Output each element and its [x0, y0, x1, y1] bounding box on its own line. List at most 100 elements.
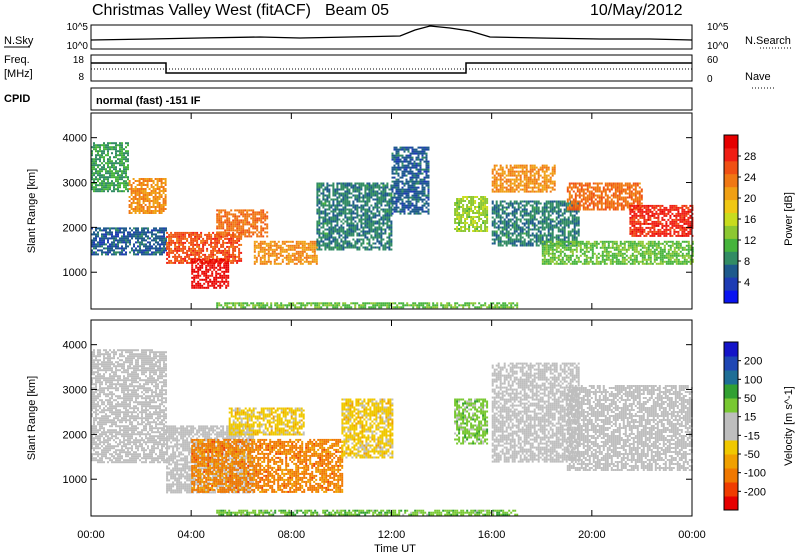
data-region [492, 165, 556, 193]
x-axis-label: Time UT [374, 543, 416, 554]
y-tick-label: 4000 [63, 340, 87, 352]
y-tick-label: 3000 [63, 178, 87, 190]
colorbar-swatch [724, 468, 738, 483]
data-region [454, 196, 488, 232]
nsky-tick-top: 10^5 [67, 22, 89, 33]
colorbar-swatch [724, 238, 738, 251]
colorbar-tick-label: 20 [744, 193, 756, 205]
nave-tick-top: 60 [707, 55, 719, 66]
colorbar-swatch [724, 412, 738, 427]
nave-tick-bottom: 0 [707, 74, 713, 85]
data-region [392, 147, 430, 215]
colorbar-tick-label: 15 [744, 412, 756, 424]
y-tick-label: 3000 [63, 385, 87, 397]
colorbar-tick-label: -50 [744, 449, 760, 461]
nsky-strip-frame [91, 25, 692, 49]
data-region [316, 183, 392, 251]
data-region [91, 349, 167, 463]
nsearch-label: N.Search [745, 35, 791, 47]
data-region [191, 259, 229, 289]
colorbar-label: Velocity [m s^-1] [783, 386, 795, 466]
colorbar-swatch [724, 398, 738, 413]
data-region [254, 241, 318, 265]
colorbar-swatch [724, 370, 738, 385]
x-tick-label: 16:00 [478, 529, 506, 541]
colorbar-tick-label: 200 [744, 356, 762, 368]
y-tick-label: 2000 [63, 429, 87, 441]
freq-unit-label: [MHz] [4, 68, 33, 80]
data-region [492, 201, 580, 247]
cpid-text: normal (fast) -151 IF [96, 95, 201, 107]
x-tick-label: 08:00 [278, 529, 306, 541]
nsky-trace [91, 26, 692, 40]
data-region [129, 178, 167, 214]
beam-label: Beam 05 [325, 2, 389, 19]
colorbar-swatch [724, 290, 738, 303]
x-tick-label: 20:00 [578, 529, 606, 541]
y-axis-label: Slant Range [km] [26, 169, 38, 253]
y-tick-label: 4000 [63, 133, 87, 145]
data-region [91, 227, 167, 255]
colorbar-tick-label: 100 [744, 374, 762, 386]
colorbar-swatch [724, 264, 738, 277]
colorbar-swatch [724, 496, 738, 511]
nave-label: Nave [745, 71, 771, 83]
data-region [216, 302, 518, 308]
data-region [629, 205, 693, 237]
nsky-label: N.Sky [4, 35, 34, 47]
x-tick-label: 04:00 [177, 529, 205, 541]
freq-trace [91, 63, 692, 73]
plot-title: Christmas Valley West (fitACF) [92, 2, 311, 19]
x-tick-label: 00:00 [77, 529, 105, 541]
nsky-tick-bottom: 10^0 [67, 41, 89, 52]
nsearch-tick-bottom: 10^0 [707, 41, 729, 52]
data-region [341, 399, 393, 459]
colorbar-tick-label: -15 [744, 430, 760, 442]
data-region [216, 209, 268, 237]
data-region [216, 510, 518, 516]
power-panel: 1000 2000 3000 4000 Slant Range [km] 4 8 12 16 20… [26, 113, 795, 309]
data-region [567, 385, 693, 471]
cpid-label: CPID [4, 93, 30, 105]
data-region [454, 399, 488, 445]
colorbar-label: Power [dB] [783, 192, 795, 246]
colorbar-swatch [724, 135, 738, 148]
x-tick-label: 12:00 [378, 529, 406, 541]
data-region [492, 363, 580, 463]
data-region [191, 439, 343, 493]
colorbar-swatch [724, 482, 738, 497]
data-region [229, 408, 305, 436]
y-tick-label: 1000 [63, 474, 87, 486]
freq-tick-top: 18 [73, 55, 85, 66]
colorbar-swatch [724, 213, 738, 226]
colorbar-swatch [724, 384, 738, 399]
velocity-panel: 1000 2000 3000 4000 00:00 04:00 08:00 12:00 16:0… [26, 320, 795, 541]
freq-strip-frame [91, 55, 692, 81]
colorbar-tick-label: 16 [744, 214, 756, 226]
colorbar-tick-label: 12 [744, 235, 756, 247]
colorbar-swatch [724, 277, 738, 290]
colorbar-tick-label: 24 [744, 172, 756, 184]
colorbar-tick-label: -100 [744, 468, 766, 480]
colorbar-swatch [724, 161, 738, 174]
colorbar-swatch [724, 251, 738, 264]
data-region [91, 142, 129, 192]
x-tick-label: 00:00 [678, 529, 706, 541]
colorbar-swatch [724, 226, 738, 239]
colorbar-swatch [724, 356, 738, 371]
colorbar-tick-label: 8 [744, 256, 750, 268]
y-tick-label: 2000 [63, 222, 87, 234]
colorbar-tick-label: -200 [744, 486, 766, 498]
colorbar-swatch [724, 187, 738, 200]
y-tick-label: 1000 [63, 267, 87, 279]
colorbar-tick-label: 50 [744, 393, 756, 405]
y-axis-label: Slant Range [km] [26, 376, 38, 460]
colorbar-tick-label: 4 [744, 277, 750, 289]
colorbar-tick-label: 28 [744, 151, 756, 163]
colorbar-swatch [724, 174, 738, 187]
nsearch-tick-top: 10^5 [707, 22, 729, 33]
freq-tick-bottom: 8 [78, 72, 84, 83]
colorbar-swatch [724, 440, 738, 455]
